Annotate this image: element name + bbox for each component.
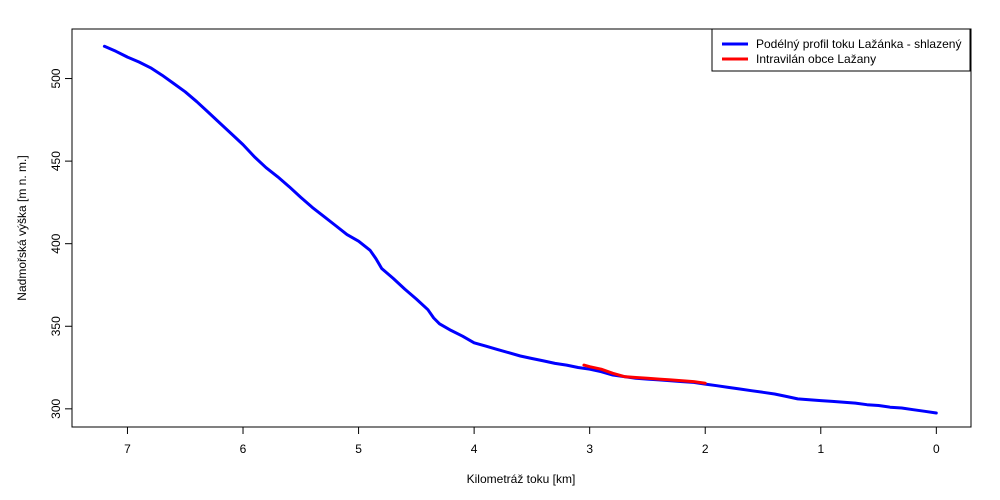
x-tick-label: 6	[240, 442, 247, 456]
plot-frame	[71, 28, 972, 428]
y-tick-label: 400	[49, 233, 63, 253]
series-line-profile	[102, 44, 938, 415]
legend-label-profile: Podélný profil toku Lažánka - shlazený	[756, 37, 961, 51]
y-tick-label: 500	[49, 68, 63, 88]
x-axis: 7 6 5 4 3 2 1 0	[124, 427, 940, 456]
x-axis-title: Kilometráž toku [km]	[467, 472, 576, 486]
y-axis: 300 350 400 450 500	[49, 68, 72, 419]
x-tick-label: 2	[702, 442, 709, 456]
x-tick-label: 1	[817, 442, 824, 456]
x-tick-label: 3	[586, 442, 593, 456]
y-tick-label: 350	[49, 316, 63, 336]
legend: Podélný profil toku Lažánka - shlazený I…	[711, 28, 971, 72]
y-axis-title: Nadmořská výška [m n. m.]	[15, 155, 29, 300]
series-layer	[102, 44, 938, 415]
y-tick-label: 300	[49, 399, 63, 419]
legend-box	[711, 28, 971, 72]
legend-label-intravilan: Intravilán obce Lažany	[756, 52, 876, 66]
x-tick-label: 0	[933, 442, 940, 456]
x-tick-label: 5	[355, 442, 362, 456]
y-tick-label: 450	[49, 151, 63, 171]
x-tick-label: 4	[471, 442, 478, 456]
x-tick-label: 7	[124, 442, 131, 456]
series-line-intravilan	[582, 363, 707, 385]
